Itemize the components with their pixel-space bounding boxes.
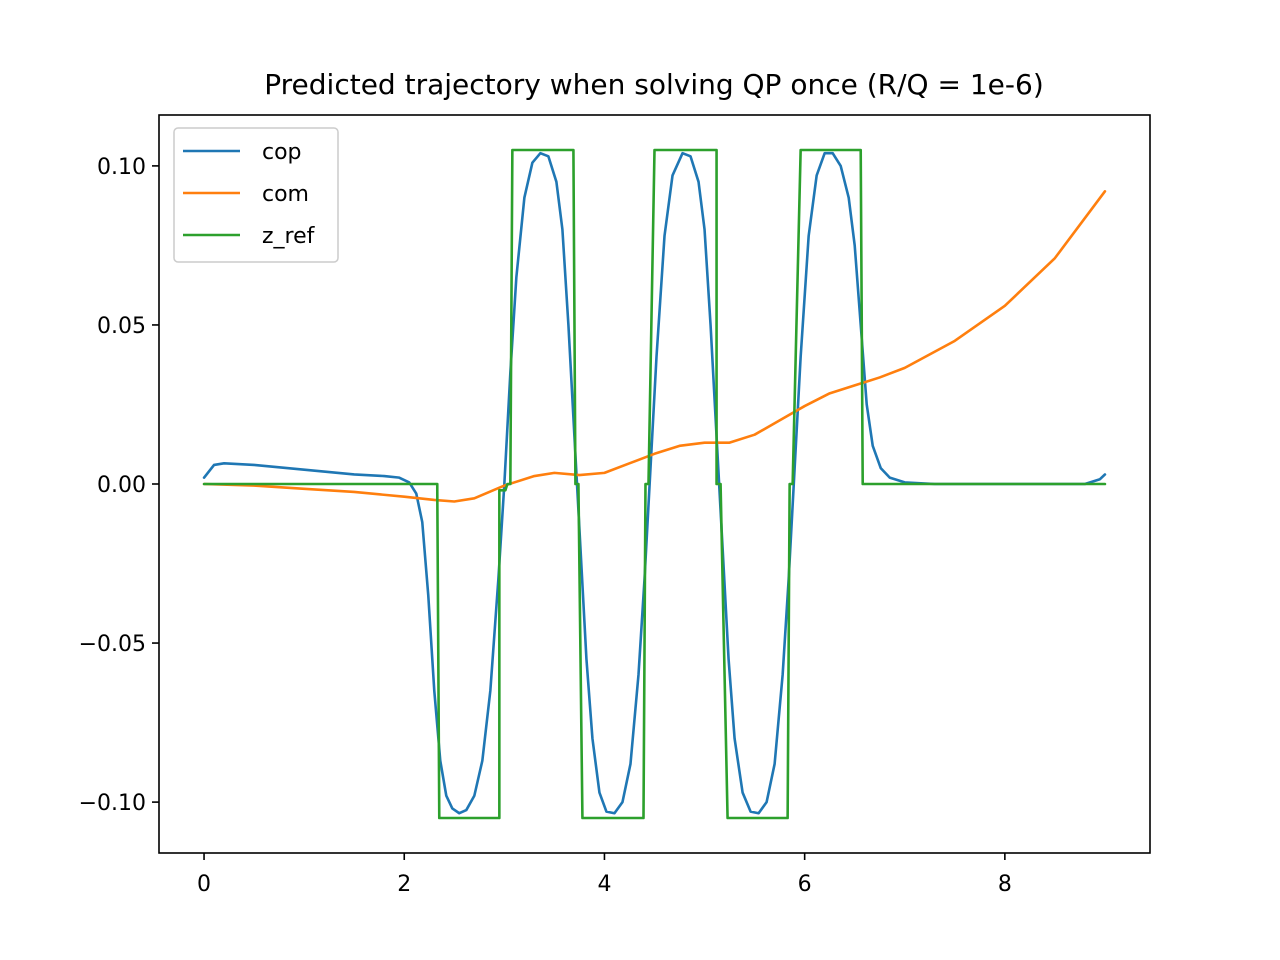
series-line-cop	[202, 151, 1107, 815]
x-tick-label: 2	[397, 872, 411, 897]
chart-title: Predicted trajectory when solving QP onc…	[264, 68, 1044, 101]
legend-label-z-ref: z_ref	[262, 224, 316, 249]
x-tick-label: 8	[998, 872, 1012, 897]
y-tick-label: −0.05	[79, 632, 146, 657]
y-tick-label: −0.10	[79, 791, 146, 816]
legend-box	[173, 127, 339, 263]
y-axis: 0.10 0.05 0.00 −0.05 −0.10	[79, 155, 159, 816]
series-line-z-ref	[202, 148, 1107, 820]
series-layer	[202, 148, 1107, 820]
x-tick-label: 6	[798, 872, 812, 897]
series-line-com	[202, 190, 1107, 503]
x-axis: 0 2 4 6 8	[197, 853, 1012, 897]
y-tick-label: 0.10	[97, 155, 146, 180]
y-tick-label: 0.05	[97, 314, 146, 339]
legend-label-cop: cop	[262, 140, 302, 165]
y-tick-label: 0.00	[97, 473, 146, 498]
x-tick-label: 4	[597, 872, 611, 897]
legend: cop com z_ref	[173, 127, 339, 263]
legend-label-com: com	[262, 182, 309, 207]
x-tick-label: 0	[197, 872, 211, 897]
